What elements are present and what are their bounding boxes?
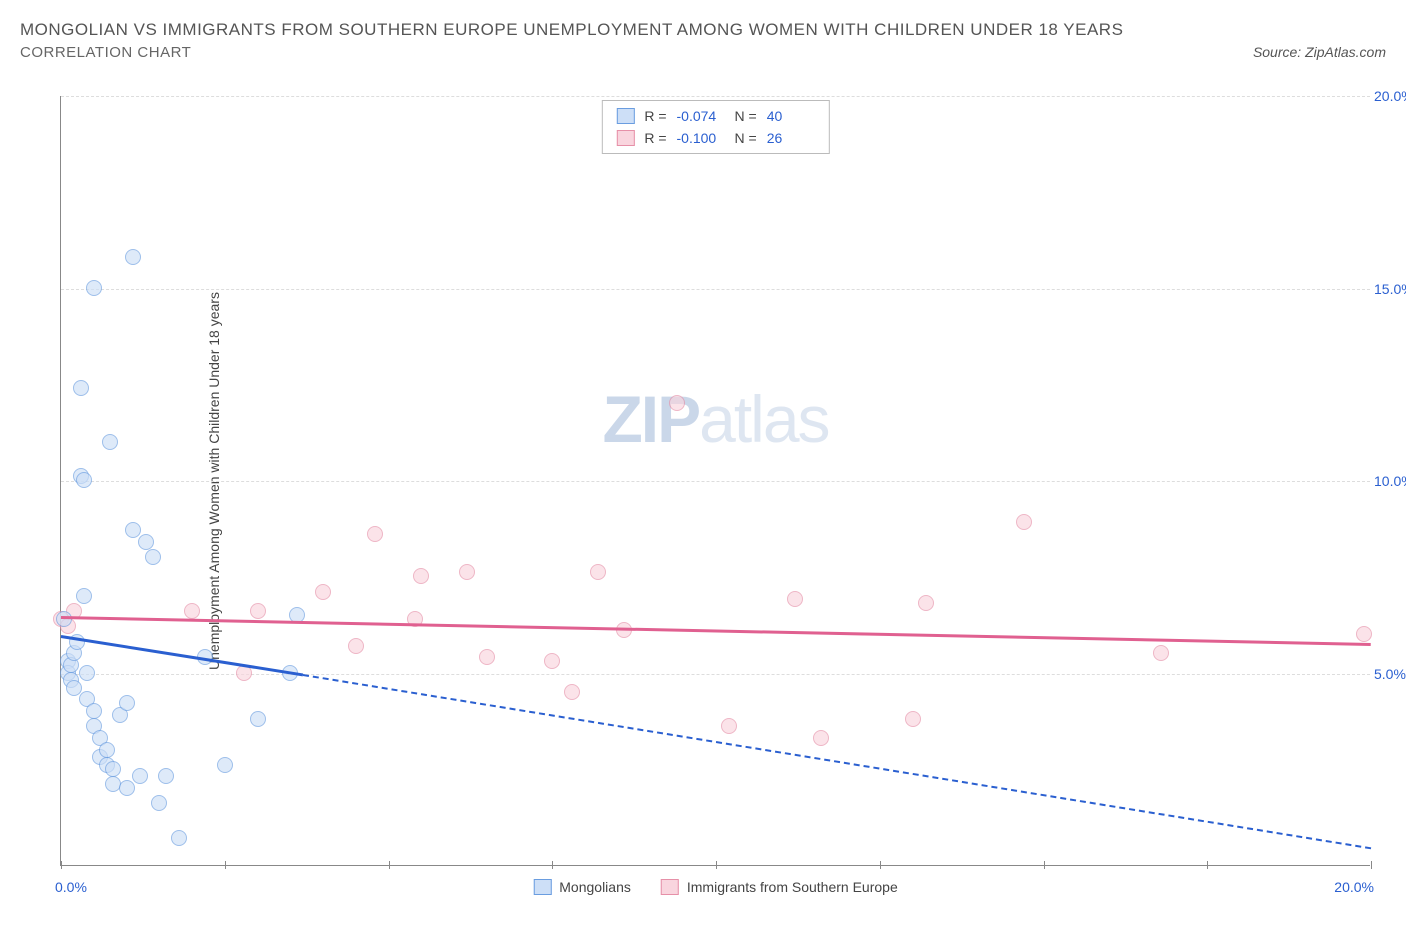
- legend-label-b: Immigrants from Southern Europe: [687, 879, 898, 895]
- bottom-legend: Mongolians Immigrants from Southern Euro…: [533, 879, 897, 895]
- subtitle-row: CORRELATION CHART Source: ZipAtlas.com: [0, 44, 1406, 71]
- stats-n-label: N =: [735, 127, 757, 149]
- scatter-point: [217, 757, 233, 773]
- scatter-point: [544, 653, 560, 669]
- scatter-point: [479, 649, 495, 665]
- scatter-point: [132, 768, 148, 784]
- y-tick-label: 10.0%: [1374, 473, 1406, 489]
- x-tick: [225, 861, 226, 869]
- x-tick: [61, 861, 62, 869]
- scatter-point: [1356, 626, 1372, 642]
- x-tick: [1371, 861, 1372, 869]
- scatter-point: [590, 564, 606, 580]
- scatter-point: [138, 534, 154, 550]
- legend-item-a: Mongolians: [533, 879, 631, 895]
- watermark: ZIPatlas: [602, 381, 828, 457]
- scatter-point: [669, 395, 685, 411]
- swatch-a: [616, 108, 634, 124]
- scatter-point: [315, 584, 331, 600]
- gridline: [61, 289, 1370, 290]
- stats-row-a: R = -0.074 N = 40: [616, 105, 814, 127]
- stats-a-n: 40: [767, 105, 815, 127]
- scatter-point: [158, 768, 174, 784]
- trend-line-extrapolated: [303, 674, 1371, 849]
- gridline: [61, 481, 1370, 482]
- gridline: [61, 96, 1370, 97]
- scatter-point: [171, 830, 187, 846]
- scatter-point: [1153, 645, 1169, 661]
- x-tick: [389, 861, 390, 869]
- trend-line: [61, 616, 1371, 645]
- trend-line: [61, 635, 304, 676]
- scatter-point: [125, 249, 141, 265]
- scatter-point: [721, 718, 737, 734]
- x-tick: [1207, 861, 1208, 869]
- stats-b-r: -0.100: [677, 127, 725, 149]
- scatter-point: [76, 472, 92, 488]
- chart-subtitle: CORRELATION CHART: [20, 44, 191, 61]
- scatter-point: [905, 711, 921, 727]
- scatter-point: [125, 522, 141, 538]
- legend-label-a: Mongolians: [559, 879, 631, 895]
- x-tick: [716, 861, 717, 869]
- scatter-point: [105, 761, 121, 777]
- x-tick: [880, 861, 881, 869]
- scatter-point: [86, 703, 102, 719]
- scatter-point: [367, 526, 383, 542]
- x-axis-max-label: 20.0%: [1334, 879, 1374, 895]
- scatter-point: [99, 742, 115, 758]
- x-axis-min-label: 0.0%: [55, 879, 87, 895]
- chart-source: Source: ZipAtlas.com: [1253, 44, 1386, 60]
- x-tick: [1044, 861, 1045, 869]
- scatter-point: [151, 795, 167, 811]
- scatter-point: [73, 380, 89, 396]
- scatter-point: [79, 665, 95, 681]
- swatch-b-legend: [661, 879, 679, 895]
- scatter-point: [348, 638, 364, 654]
- stats-row-b: R = -0.100 N = 26: [616, 127, 814, 149]
- scatter-point: [102, 434, 118, 450]
- stats-a-r: -0.074: [677, 105, 725, 127]
- stats-n-label: N =: [735, 105, 757, 127]
- scatter-point: [86, 280, 102, 296]
- y-tick-label: 5.0%: [1374, 666, 1406, 682]
- chart-title: MONGOLIAN VS IMMIGRANTS FROM SOUTHERN EU…: [20, 20, 1386, 40]
- scatter-point: [413, 568, 429, 584]
- stats-r-label: R =: [644, 105, 666, 127]
- y-tick-label: 20.0%: [1374, 88, 1406, 104]
- scatter-point: [250, 603, 266, 619]
- y-tick-label: 15.0%: [1374, 281, 1406, 297]
- scatter-point: [564, 684, 580, 700]
- stats-b-n: 26: [767, 127, 815, 149]
- gridline: [61, 674, 1370, 675]
- x-tick: [552, 861, 553, 869]
- scatter-point: [119, 780, 135, 796]
- scatter-point: [184, 603, 200, 619]
- stats-r-label: R =: [644, 127, 666, 149]
- scatter-point: [918, 595, 934, 611]
- scatter-point: [813, 730, 829, 746]
- scatter-point: [76, 588, 92, 604]
- scatter-point: [787, 591, 803, 607]
- swatch-b: [616, 130, 634, 146]
- swatch-a-legend: [533, 879, 551, 895]
- scatter-point: [119, 695, 135, 711]
- stats-box: R = -0.074 N = 40 R = -0.100 N = 26: [601, 100, 829, 154]
- scatter-chart: Unemployment Among Women with Children U…: [60, 96, 1370, 866]
- scatter-point: [145, 549, 161, 565]
- scatter-point: [459, 564, 475, 580]
- scatter-point: [66, 680, 82, 696]
- chart-header: MONGOLIAN VS IMMIGRANTS FROM SOUTHERN EU…: [0, 0, 1406, 44]
- scatter-point: [250, 711, 266, 727]
- legend-item-b: Immigrants from Southern Europe: [661, 879, 898, 895]
- scatter-point: [1016, 514, 1032, 530]
